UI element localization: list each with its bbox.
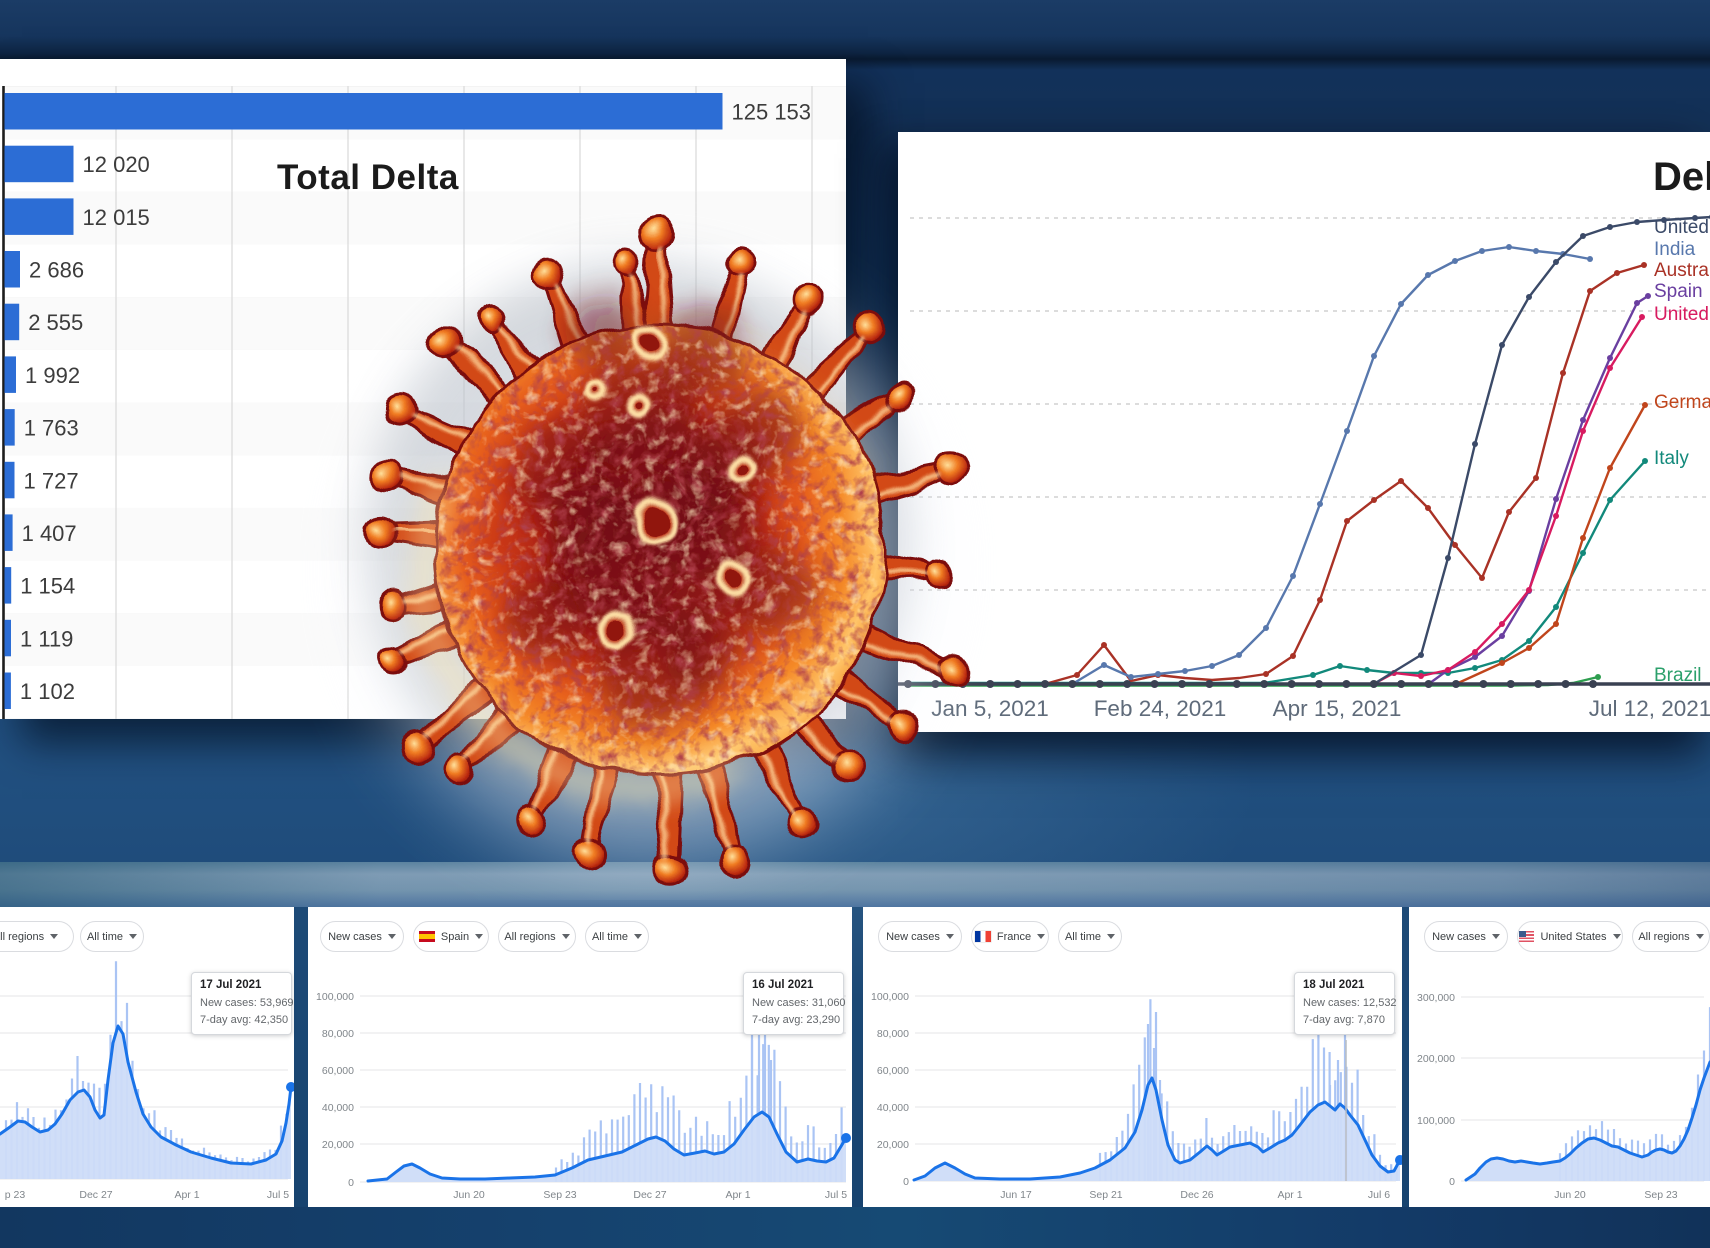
svg-text:Sep 23: Sep 23 — [1644, 1189, 1677, 1201]
svg-text:Jun 20: Jun 20 — [1554, 1189, 1586, 1201]
svg-text:1 154: 1 154 — [20, 574, 75, 599]
svg-text:1 763: 1 763 — [24, 416, 79, 441]
svg-text:India: India — [1654, 239, 1696, 260]
svg-text:200,000: 200,000 — [1417, 1053, 1455, 1065]
svg-text:1 992: 1 992 — [25, 363, 80, 388]
svg-text:80,000: 80,000 — [877, 1028, 909, 1040]
svg-text:Jun 17: Jun 17 — [1000, 1189, 1032, 1201]
svg-text:United K: United K — [1654, 217, 1710, 238]
svg-text:Jul 5: Jul 5 — [267, 1189, 289, 1201]
svg-text:Dec 27: Dec 27 — [633, 1189, 666, 1201]
svg-text:60,000: 60,000 — [322, 1065, 354, 1077]
svg-text:300,000: 300,000 — [1417, 992, 1455, 1004]
svg-text:40,000: 40,000 — [877, 1102, 909, 1114]
svg-text:Dec 27: Dec 27 — [79, 1189, 112, 1201]
svg-text:80,000: 80,000 — [322, 1028, 354, 1040]
svg-text:Brazil: Brazil — [1654, 665, 1702, 686]
svg-text:2 555: 2 555 — [28, 310, 83, 335]
svg-text:Apr 1: Apr 1 — [725, 1189, 750, 1201]
svg-text:Italy: Italy — [1654, 448, 1689, 469]
svg-text:20,000: 20,000 — [322, 1139, 354, 1151]
svg-text:Sep 21: Sep 21 — [1089, 1189, 1122, 1201]
svg-text:Apr 15, 2021: Apr 15, 2021 — [1273, 696, 1402, 721]
svg-text:100,000: 100,000 — [871, 991, 909, 1003]
svg-text:Total Delta: Total Delta — [277, 158, 459, 197]
svg-text:12 015: 12 015 — [83, 205, 150, 230]
svg-text:Jul 5: Jul 5 — [825, 1189, 847, 1201]
svg-text:60,000: 60,000 — [877, 1065, 909, 1077]
svg-text:1 102: 1 102 — [20, 679, 75, 704]
svg-text:100,000: 100,000 — [1417, 1115, 1455, 1127]
svg-text:Apr 1: Apr 1 — [1277, 1189, 1302, 1201]
svg-text:2 686: 2 686 — [29, 258, 84, 283]
svg-text:20,000: 20,000 — [877, 1139, 909, 1151]
svg-text:1 119: 1 119 — [20, 626, 73, 651]
svg-text:Jun 20: Jun 20 — [453, 1189, 485, 1201]
svg-text:Sep 23: Sep 23 — [543, 1189, 576, 1201]
svg-text:p 23: p 23 — [5, 1189, 26, 1201]
svg-text:Austral: Austral — [1654, 260, 1710, 281]
svg-text:0: 0 — [348, 1177, 354, 1189]
svg-text:125 153: 125 153 — [732, 100, 812, 125]
svg-text:United S: United S — [1654, 304, 1710, 325]
svg-text:Jul 6: Jul 6 — [1368, 1189, 1390, 1201]
svg-text:100,000: 100,000 — [316, 991, 354, 1003]
svg-text:12 020: 12 020 — [83, 152, 150, 177]
svg-text:0: 0 — [903, 1176, 909, 1188]
svg-text:1 407: 1 407 — [22, 521, 77, 546]
svg-text:1 727: 1 727 — [24, 468, 79, 493]
svg-text:Delta: Delta — [1653, 155, 1710, 199]
svg-text:Spain: Spain — [1654, 281, 1703, 302]
svg-text:Apr 1: Apr 1 — [174, 1189, 199, 1201]
svg-text:Dec 26: Dec 26 — [1180, 1189, 1213, 1201]
svg-text:Feb 24, 2021: Feb 24, 2021 — [1094, 696, 1227, 721]
svg-text:German: German — [1654, 392, 1710, 413]
svg-text:Jul 12, 2021: Jul 12, 2021 — [1589, 696, 1710, 721]
svg-text:40,000: 40,000 — [322, 1102, 354, 1114]
svg-text:Jan 5, 2021: Jan 5, 2021 — [931, 696, 1049, 721]
svg-text:0: 0 — [1449, 1176, 1455, 1188]
